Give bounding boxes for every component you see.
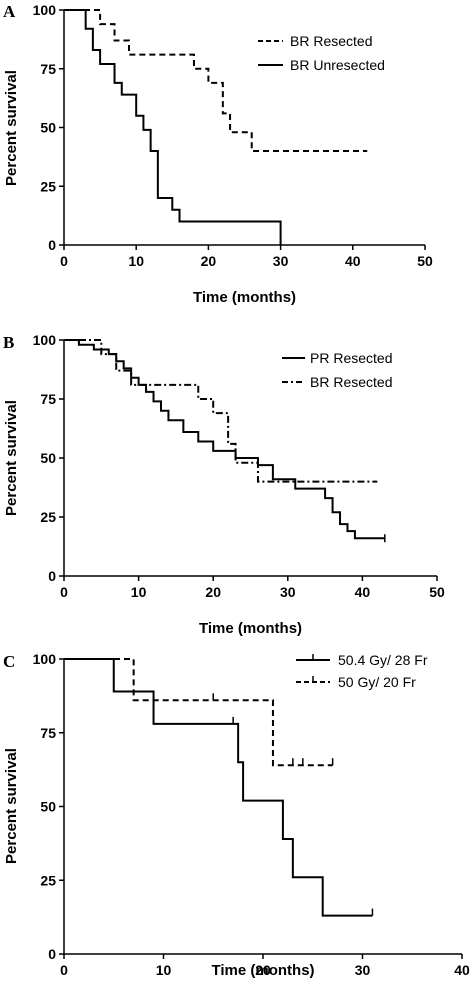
panel-b-x-tick-label: 50 [429, 584, 445, 600]
panel-c-x-tick-label: 10 [156, 962, 172, 978]
panel-b-x-axis-label: Time (months) [199, 620, 302, 637]
panel-a-y-tick-label: 50 [40, 120, 56, 136]
panel-c-y-tick-label: 100 [33, 651, 57, 667]
panel-b-y-tick-label: 0 [48, 568, 56, 584]
panel-b-legend-label-2: BR Resected [310, 374, 392, 390]
panel-c-y-tick-label: 0 [48, 946, 56, 962]
panel-b-letter: B [3, 333, 14, 352]
panel-a-y-tick-label: 75 [40, 61, 56, 77]
panel-b-series-2-line [64, 339, 378, 483]
panel-c-series-1-line [64, 658, 373, 917]
panel-b-y-tick-label: 75 [40, 391, 56, 407]
panel-c-x-tick-label: 30 [355, 962, 371, 978]
panel-c-x-tick-label: 20 [255, 962, 271, 978]
panel-b-legend-label-1: PR Resected [310, 350, 392, 366]
panel-a-y-tick-label: 25 [40, 178, 56, 194]
panel-c-y-tick-label: 75 [40, 725, 56, 741]
panel-b-y-tick-label: 100 [33, 332, 57, 348]
panel-b-y-tick-label: 50 [40, 450, 56, 466]
panel-a-y-tick-label: 100 [33, 2, 57, 18]
panel-c-letter: C [3, 652, 15, 671]
panel-b-series-1-line [64, 339, 385, 540]
panel-a-series-2-line [64, 9, 282, 245]
panel-a-series-1-line [64, 9, 368, 152]
panel-c-x-tick-label: 40 [454, 962, 470, 978]
panel-c-x-axis-label: Time (months) [211, 962, 314, 979]
panel-a-x-tick-label: 40 [345, 253, 361, 269]
panel-c-series-2-line [64, 658, 333, 767]
panel-c-legend-label-2: 50 Gy/ 20 Fr [338, 674, 416, 690]
panel-a-legend-label-1: BR Resected [290, 33, 372, 49]
panel-b-x-tick-label: 10 [131, 584, 147, 600]
panel-a-x-tick-label: 30 [273, 253, 289, 269]
panel-a-legend-label-2: BR Unresected [290, 57, 385, 73]
panel-c-legend-label-1: 50.4 Gy/ 28 Fr [338, 652, 428, 668]
panel-c-y-tick-label: 25 [40, 872, 56, 888]
panel-a-y-axis-label: Percent survival [3, 70, 20, 186]
panel-a-x-tick-label: 50 [417, 253, 433, 269]
panel-a-letter: A [3, 2, 16, 21]
panel-b-x-tick-label: 40 [355, 584, 371, 600]
panel-c-y-tick-label: 50 [40, 799, 56, 815]
panel-b-x-tick-label: 30 [280, 584, 296, 600]
panel-a-x-tick-label: 10 [128, 253, 144, 269]
panel-b-y-tick-label: 25 [40, 509, 56, 525]
panel-a-y-tick-label: 0 [48, 237, 56, 253]
panel-c-y-axis-label: Percent survival [3, 748, 20, 864]
panel-b-x-tick-label: 0 [60, 584, 68, 600]
panel-a-x-tick-label: 20 [201, 253, 217, 269]
panel-a-x-axis-label: Time (months) [193, 289, 296, 306]
panel-b-x-tick-label: 20 [205, 584, 221, 600]
panel-c-x-tick-label: 0 [60, 962, 68, 978]
panel-a-x-tick-label: 0 [60, 253, 68, 269]
panel-b-y-axis-label: Percent survival [3, 400, 20, 516]
